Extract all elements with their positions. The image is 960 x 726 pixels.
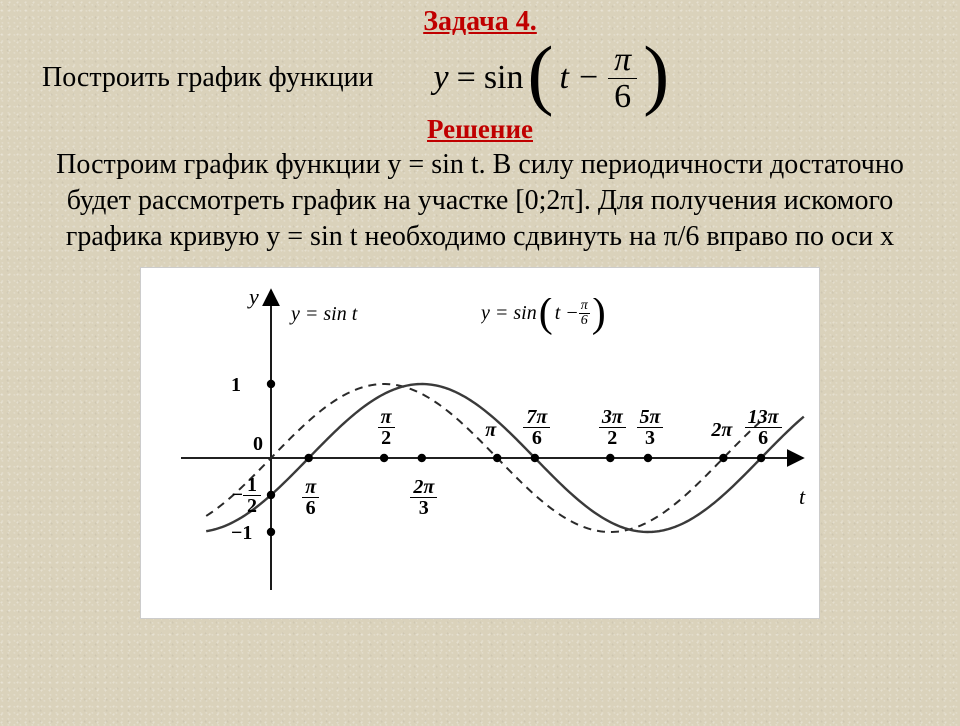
solution-heading: Решение [0, 114, 960, 145]
lparen-icon: ( [528, 44, 554, 104]
svg-text:0: 0 [253, 433, 263, 455]
svg-text:−1: −1 [231, 522, 252, 544]
eq-equals: = [457, 59, 476, 97]
prompt-text: Построить график функции [42, 62, 374, 94]
frac-den: 6 [608, 79, 637, 115]
solution-text: Построим график функции y = sin t. В сил… [0, 145, 960, 254]
rparen-icon: ) [643, 44, 669, 104]
eq-lhs: y [434, 59, 449, 97]
svg-text:2π: 2π [710, 419, 733, 441]
frac-num: π [608, 42, 637, 79]
eq-frac: π 6 [608, 42, 637, 114]
task-title: Задача 4. [0, 6, 960, 38]
svg-text:π: π [485, 419, 497, 441]
chart: yt0y = sin ty = sin (t − π6)1−12−1π6π22π… [140, 267, 820, 619]
eq-minus: − [579, 59, 598, 97]
task-prompt-line: Построить график функции y = sin ( t − π… [0, 42, 960, 114]
eq-fn: sin [484, 59, 524, 97]
svg-text:t: t [799, 484, 806, 509]
equation: y = sin ( t − π 6 ) [434, 42, 670, 114]
svg-text:y: y [247, 284, 259, 309]
svg-text:1: 1 [231, 374, 241, 396]
svg-text:y = sin t: y = sin t [289, 303, 358, 325]
eq-var: t [560, 59, 569, 97]
